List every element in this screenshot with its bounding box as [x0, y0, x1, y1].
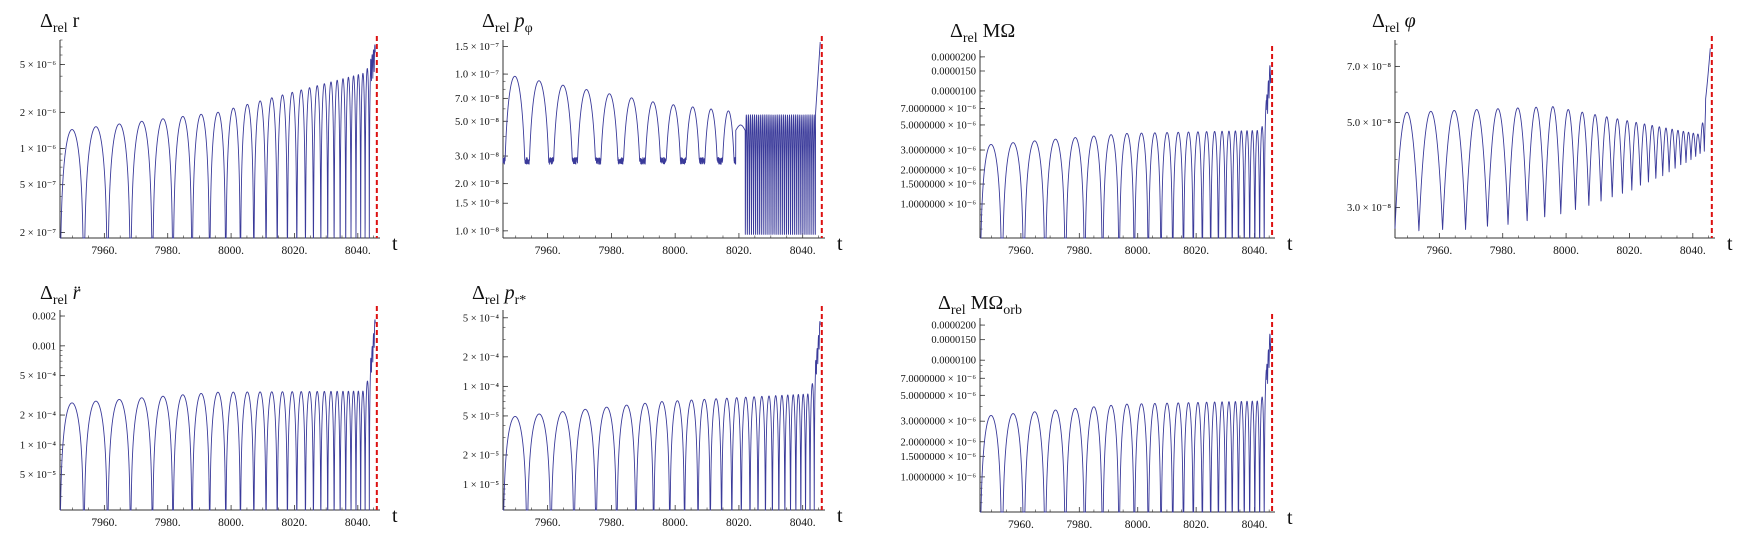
y-tick-label: 0.0000100: [931, 356, 976, 367]
y-tick-label: 7.0000000 × 10⁻⁶: [901, 374, 977, 385]
x-tick-label: 7980.: [1066, 519, 1092, 531]
x-tick-label: 8000.: [1125, 519, 1151, 531]
x-tick-label: 8040.: [1242, 519, 1268, 531]
y-tick-label: 0.0000200: [931, 321, 976, 332]
y-tick-label: 1.0000000 × 10⁻⁶: [901, 472, 977, 483]
data-series-line: [980, 334, 1271, 512]
y-tick-label: 0.0000150: [931, 335, 976, 346]
y-tick-label: 3.0000000 × 10⁻⁶: [901, 417, 977, 428]
y-tick-label: 2.0000000 × 10⁻⁶: [901, 437, 977, 448]
x-tick-label: 7960.: [1008, 519, 1034, 531]
x-tick-label: 8020.: [1183, 519, 1209, 531]
y-tick-label: 5.0000000 × 10⁻⁶: [901, 391, 977, 402]
y-tick-label: 1.5000000 × 10⁻⁶: [901, 452, 977, 463]
x-axis-label: t: [1287, 507, 1293, 529]
